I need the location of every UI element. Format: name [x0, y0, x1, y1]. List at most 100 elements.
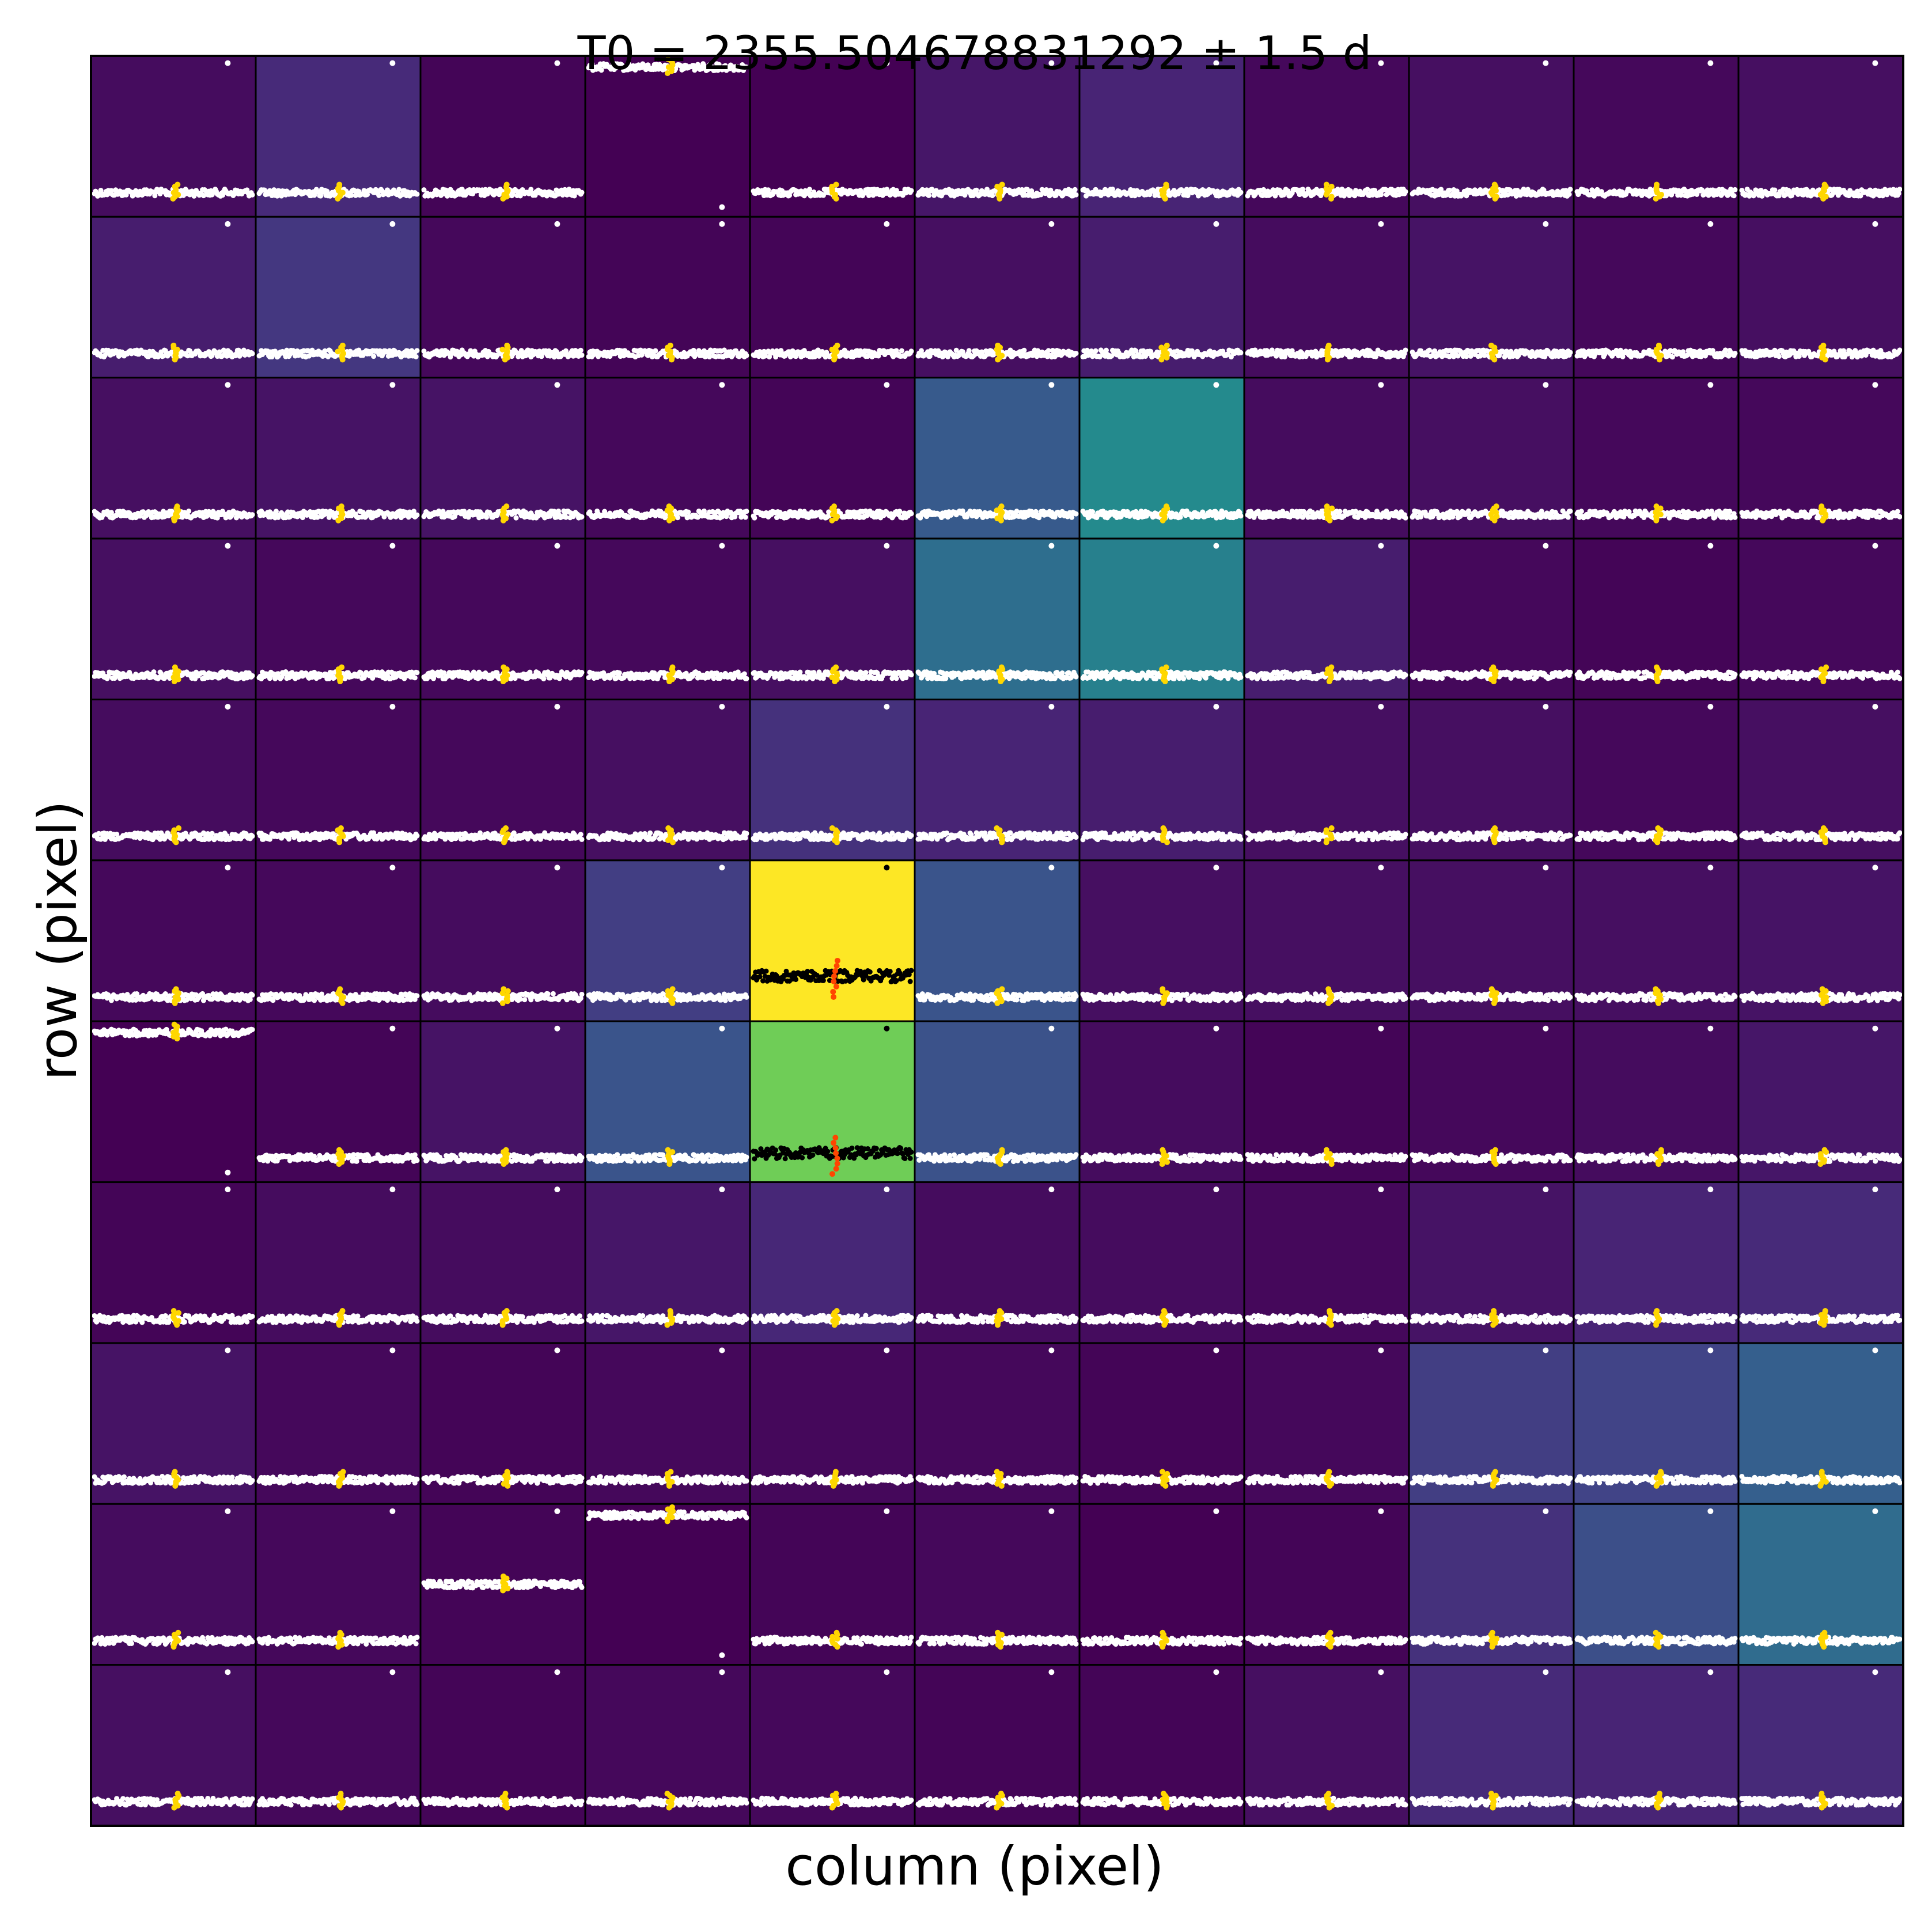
pixel-panel — [91, 217, 256, 377]
lightcurve-point — [1732, 193, 1737, 198]
lightcurve-outlier-point — [225, 382, 230, 388]
transit-point — [1823, 357, 1828, 362]
lightcurve-outlier-point — [225, 221, 230, 227]
lightcurve-outlier-point — [1543, 382, 1548, 388]
lightcurve-point — [1403, 515, 1408, 521]
lightcurve-point — [250, 351, 255, 356]
lightcurve-point — [186, 509, 191, 514]
lightcurve-point — [1776, 354, 1782, 359]
lightcurve-outlier-point — [1213, 221, 1219, 227]
lightcurve-outlier-point — [719, 204, 725, 210]
pixel-panel — [1079, 217, 1244, 377]
lightcurve-outlier-point — [1543, 60, 1548, 66]
transit-point — [1492, 196, 1498, 202]
lightcurve-point — [579, 514, 585, 520]
transit-point — [1327, 518, 1333, 524]
lightcurve-point — [962, 192, 967, 198]
lightcurve-point — [1073, 187, 1078, 192]
transit-point — [1653, 196, 1659, 202]
transit-point — [500, 196, 506, 202]
lightcurve-outlier-point — [884, 221, 889, 227]
lightcurve-point — [513, 515, 518, 521]
lightcurve-outlier-point — [389, 382, 395, 388]
pixel-panel — [915, 217, 1079, 377]
lightcurve-outlier-point — [1872, 60, 1878, 66]
transit-point — [170, 196, 176, 202]
pixel-panel — [915, 378, 1079, 539]
lightcurve-point — [1238, 350, 1244, 355]
lightcurve-point — [579, 352, 585, 358]
lightcurve-outlier-point — [1378, 382, 1384, 388]
pixel-panel — [1244, 217, 1409, 377]
lightcurve-point — [899, 348, 904, 354]
lightcurve-outlier-point — [884, 382, 889, 388]
transit-point — [501, 518, 506, 524]
transit-point — [998, 518, 1004, 524]
lightcurve-point — [415, 192, 420, 197]
transit-point — [666, 518, 672, 524]
lightcurve-point — [743, 515, 748, 520]
transit-point — [340, 357, 346, 362]
lightcurve-point — [415, 513, 420, 518]
transit-point — [1162, 196, 1168, 202]
transit-point — [834, 196, 839, 202]
lightcurve-point — [909, 511, 914, 516]
lightcurve-outlier-point — [1543, 221, 1548, 227]
lightcurve-outlier-point — [1872, 221, 1878, 227]
transit-point — [1164, 355, 1170, 361]
transit-point — [994, 507, 1000, 513]
pixel-panel — [256, 378, 421, 539]
lightcurve-point — [1566, 515, 1571, 520]
lightcurve-point — [909, 348, 914, 354]
pixel-panel — [585, 378, 750, 539]
transit-point — [829, 518, 835, 524]
pixel-panel-grid — [91, 56, 1903, 1826]
lightcurve-point — [1568, 509, 1573, 514]
lightcurve-outlier-point — [1378, 221, 1384, 227]
lightcurve-point — [1772, 187, 1778, 192]
transit-point — [335, 518, 341, 524]
lightcurve-outlier-point — [225, 60, 230, 66]
lightcurve-point — [1238, 190, 1244, 195]
pixel-panel — [256, 56, 421, 217]
lightcurve-outlier-point — [1048, 382, 1054, 388]
lightcurve-point — [1733, 351, 1738, 356]
transit-point — [1160, 518, 1166, 524]
lightcurve-point — [1733, 187, 1738, 192]
transit-point — [1325, 357, 1331, 362]
lightcurve-point — [744, 509, 749, 514]
lightcurve-outlier-point — [389, 60, 395, 66]
lightcurve-outlier-point — [554, 60, 560, 66]
lightcurve-point — [1093, 348, 1098, 354]
lightcurve-outlier-point — [389, 221, 395, 227]
transit-point — [335, 348, 341, 354]
lightcurve-point — [414, 354, 419, 359]
lightcurve-point — [1568, 350, 1573, 355]
transit-point — [502, 357, 508, 362]
lightcurve-outlier-point — [1378, 60, 1384, 66]
lightcurve-point — [579, 190, 585, 195]
lightcurve-point — [974, 188, 979, 193]
pixel-panel — [1409, 217, 1574, 377]
lightcurve-point — [250, 512, 255, 517]
lightcurve-outlier-point — [1707, 60, 1713, 66]
pixel-panel — [1738, 56, 1903, 217]
transit-point — [997, 196, 1002, 202]
lightcurve-outlier-point — [1707, 221, 1713, 227]
lightcurve-point — [752, 515, 757, 521]
pixel-panel — [256, 217, 421, 377]
lightcurve-outlier-point — [719, 382, 725, 388]
transit-point — [1820, 196, 1826, 202]
pixel-panel — [750, 378, 915, 539]
lightcurve-point — [371, 354, 376, 359]
transit-point — [1492, 518, 1498, 524]
lightcurve-point — [675, 515, 680, 520]
lightcurve-outlier-point — [1707, 382, 1713, 388]
lightcurve-outlier-point — [719, 221, 725, 227]
pixel-panel — [421, 217, 585, 377]
transit-point — [1491, 357, 1497, 362]
pixel-panel — [421, 378, 585, 539]
transit-point — [1158, 357, 1164, 362]
lightcurve-point — [1897, 187, 1903, 192]
